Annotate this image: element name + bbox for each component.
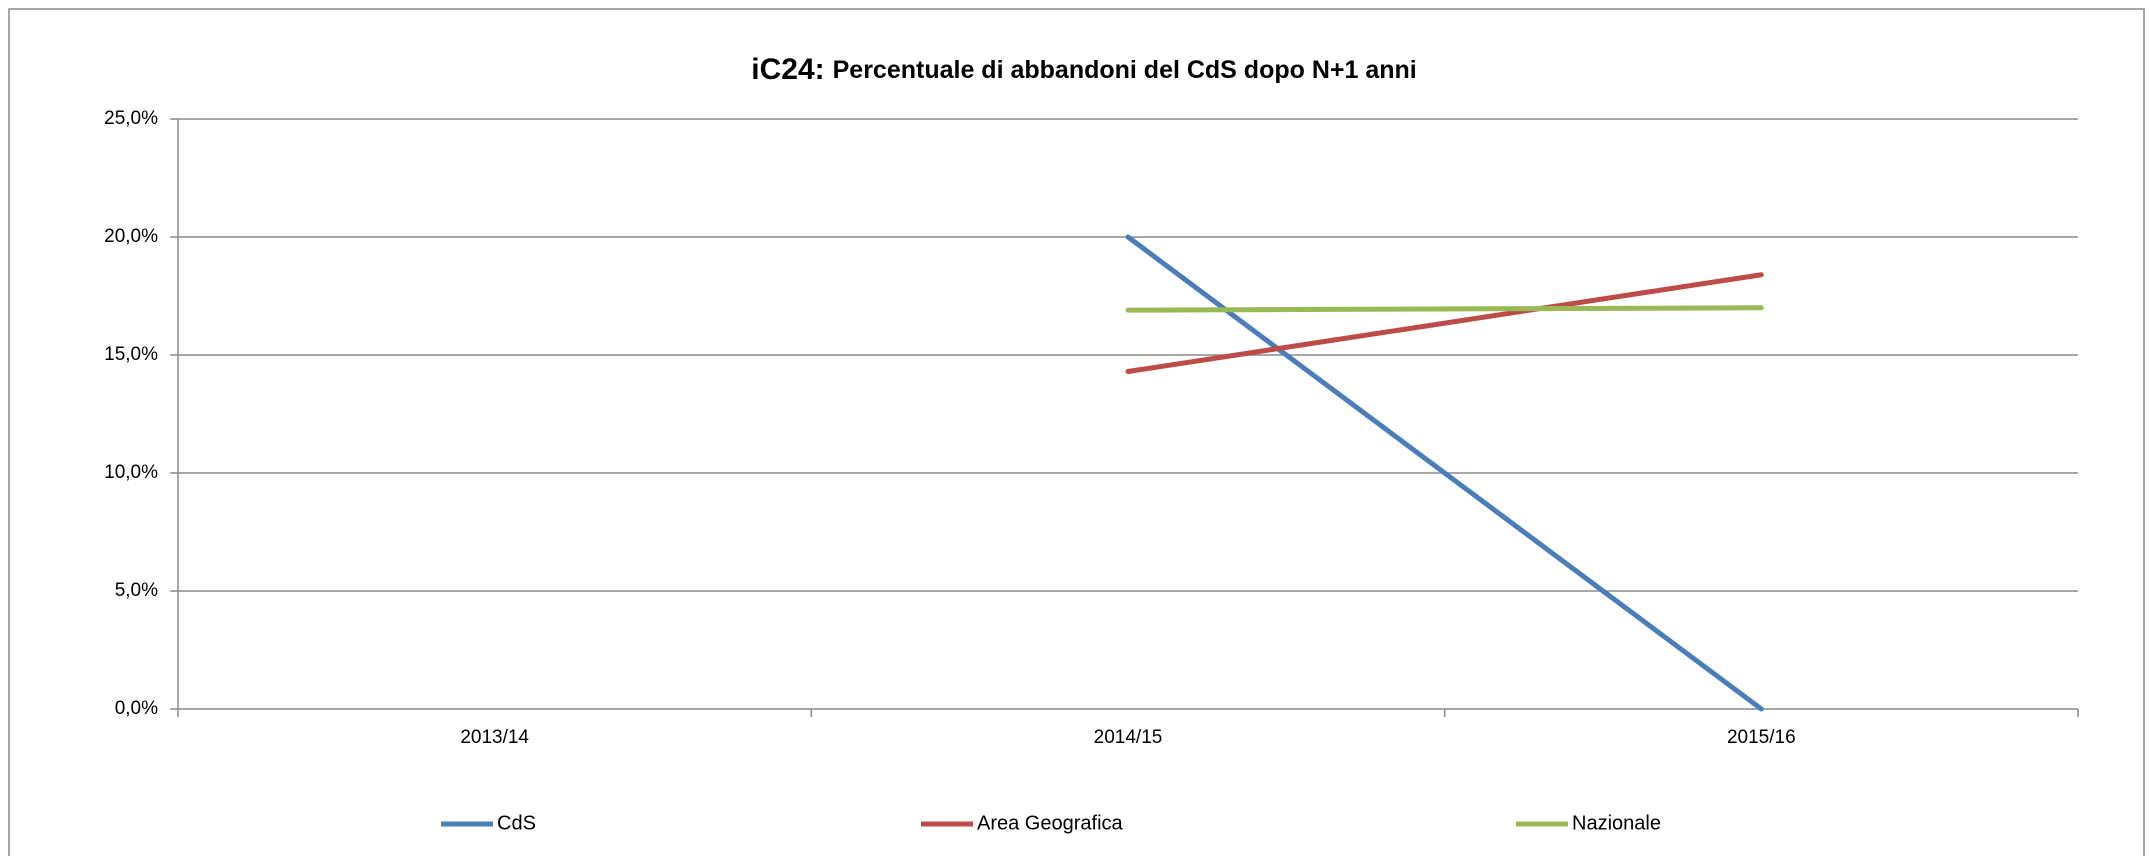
legend-label: CdS: [497, 812, 536, 834]
y-tick-label: 25,0%: [104, 108, 158, 129]
x-tick-label: 2015/16: [1727, 727, 1796, 748]
chart-frame: [8, 8, 2145, 856]
legend-label: Area Geografica: [977, 812, 1124, 834]
series-line: [1125, 305, 1764, 313]
chart-title: iC24: Percentuale di abbandoni del CdS do…: [751, 53, 1416, 86]
y-tick-label: 10,0%: [104, 462, 158, 483]
x-tick-label: 2014/15: [1094, 727, 1163, 748]
legend-label: Nazionale: [1572, 812, 1661, 834]
x-tick-label: 2013/14: [460, 727, 529, 748]
title-code: iC24:: [751, 53, 824, 86]
title-text: Percentuale di abbandoni del CdS dopo N+…: [833, 56, 1417, 84]
y-tick-label: 5,0%: [115, 580, 158, 601]
series-line: [1125, 272, 1764, 375]
y-tick-label: 15,0%: [104, 344, 158, 365]
y-tick-label: 20,0%: [104, 226, 158, 247]
series-line: [1125, 234, 1764, 712]
y-tick-label: 0,0%: [115, 698, 158, 719]
